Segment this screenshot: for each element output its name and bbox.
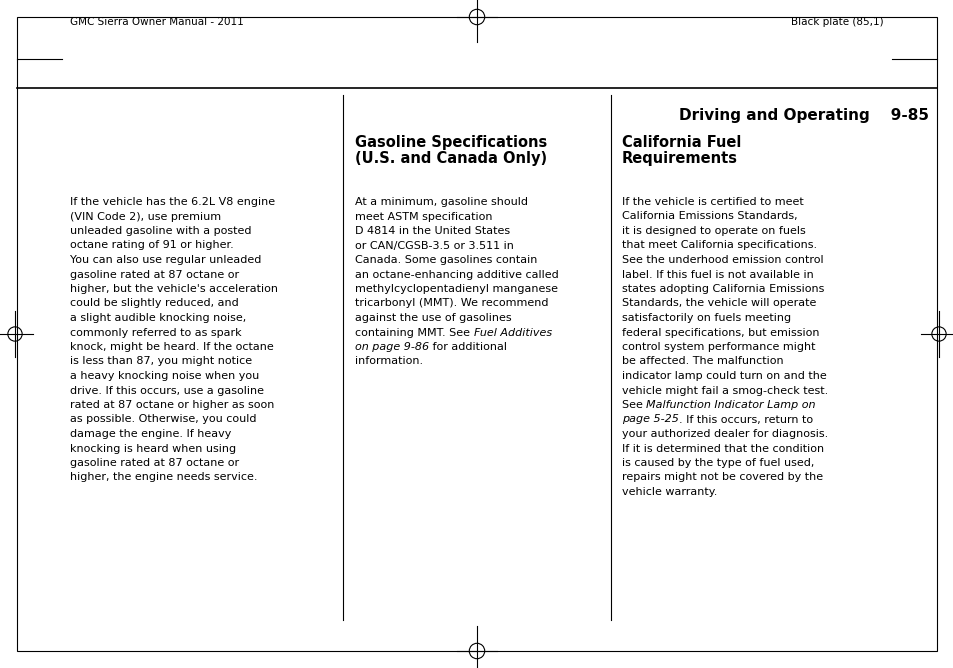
Text: See: See [621,400,646,410]
Text: states adopting California Emissions: states adopting California Emissions [621,284,823,294]
Text: D 4814 in the United States: D 4814 in the United States [355,226,510,236]
Text: is less than 87, you might notice: is less than 87, you might notice [70,357,252,367]
Text: octane rating of 91 or higher.: octane rating of 91 or higher. [70,240,233,250]
Text: on page 9-86: on page 9-86 [355,342,429,352]
Text: indicator lamp could turn on and the: indicator lamp could turn on and the [621,371,826,381]
Text: federal specifications, but emission: federal specifications, but emission [621,327,819,337]
Text: vehicle might fail a smog-check test.: vehicle might fail a smog-check test. [621,385,827,395]
Text: (U.S. and Canada Only): (U.S. and Canada Only) [355,151,547,166]
Text: gasoline rated at 87 octane or: gasoline rated at 87 octane or [70,269,239,279]
Text: information.: information. [355,357,423,367]
Text: rated at 87 octane or higher as soon: rated at 87 octane or higher as soon [70,400,274,410]
Text: gasoline rated at 87 octane or: gasoline rated at 87 octane or [70,458,239,468]
Text: Gasoline Specifications: Gasoline Specifications [355,135,547,150]
Text: If the vehicle has the 6.2L V8 engine: If the vehicle has the 6.2L V8 engine [70,197,274,207]
Text: as possible. Otherwise, you could: as possible. Otherwise, you could [70,415,256,424]
Text: Black plate (85,1): Black plate (85,1) [791,17,883,27]
Text: could be slightly reduced, and: could be slightly reduced, and [70,299,238,309]
Text: that meet California specifications.: that meet California specifications. [621,240,817,250]
Text: control system performance might: control system performance might [621,342,815,352]
Text: meet ASTM specification: meet ASTM specification [355,212,492,222]
Text: it is designed to operate on fuels: it is designed to operate on fuels [621,226,805,236]
Text: GMC Sierra Owner Manual - 2011: GMC Sierra Owner Manual - 2011 [70,17,244,27]
Text: vehicle warranty.: vehicle warranty. [621,487,717,497]
Text: . If this occurs, return to: . If this occurs, return to [679,415,812,424]
Text: If it is determined that the condition: If it is determined that the condition [621,444,823,454]
Text: commonly referred to as spark: commonly referred to as spark [70,327,241,337]
Text: page 5-25: page 5-25 [621,415,679,424]
Text: methylcyclopentadienyl manganese: methylcyclopentadienyl manganese [355,284,558,294]
Text: You can also use regular unleaded: You can also use regular unleaded [70,255,261,265]
Text: knocking is heard when using: knocking is heard when using [70,444,236,454]
Text: unleaded gasoline with a posted: unleaded gasoline with a posted [70,226,252,236]
Text: an octane-enhancing additive called: an octane-enhancing additive called [355,269,558,279]
Text: See the underhood emission control: See the underhood emission control [621,255,822,265]
Text: knock, might be heard. If the octane: knock, might be heard. If the octane [70,342,274,352]
Text: damage the engine. If heavy: damage the engine. If heavy [70,429,232,439]
Text: Requirements: Requirements [621,151,738,166]
Text: At a minimum, gasoline should: At a minimum, gasoline should [355,197,527,207]
Text: (VIN Code 2), use premium: (VIN Code 2), use premium [70,212,221,222]
Text: Canada. Some gasolines contain: Canada. Some gasolines contain [355,255,537,265]
Text: higher, the engine needs service.: higher, the engine needs service. [70,472,257,482]
Text: repairs might not be covered by the: repairs might not be covered by the [621,472,822,482]
Text: label. If this fuel is not available in: label. If this fuel is not available in [621,269,813,279]
Text: for additional: for additional [429,342,507,352]
Text: is caused by the type of fuel used,: is caused by the type of fuel used, [621,458,814,468]
Text: satisfactorily on fuels meeting: satisfactorily on fuels meeting [621,313,790,323]
Text: Malfunction Indicator Lamp on: Malfunction Indicator Lamp on [646,400,815,410]
Text: a heavy knocking noise when you: a heavy knocking noise when you [70,371,259,381]
Text: containing MMT. See: containing MMT. See [355,327,473,337]
Text: be affected. The malfunction: be affected. The malfunction [621,357,782,367]
Text: drive. If this occurs, use a gasoline: drive. If this occurs, use a gasoline [70,385,264,395]
Text: against the use of gasolines: against the use of gasolines [355,313,511,323]
Text: or CAN/CGSB-3.5 or 3.511 in: or CAN/CGSB-3.5 or 3.511 in [355,240,514,250]
Text: Driving and Operating    9-85: Driving and Operating 9-85 [679,108,928,123]
Text: your authorized dealer for diagnosis.: your authorized dealer for diagnosis. [621,429,827,439]
Text: California Fuel: California Fuel [621,135,740,150]
Text: California Emissions Standards,: California Emissions Standards, [621,212,797,222]
Text: If the vehicle is certified to meet: If the vehicle is certified to meet [621,197,803,207]
Text: Fuel Additives: Fuel Additives [473,327,551,337]
Text: Standards, the vehicle will operate: Standards, the vehicle will operate [621,299,816,309]
Text: a slight audible knocking noise,: a slight audible knocking noise, [70,313,246,323]
Text: tricarbonyl (MMT). We recommend: tricarbonyl (MMT). We recommend [355,299,548,309]
Text: higher, but the vehicle's acceleration: higher, but the vehicle's acceleration [70,284,277,294]
